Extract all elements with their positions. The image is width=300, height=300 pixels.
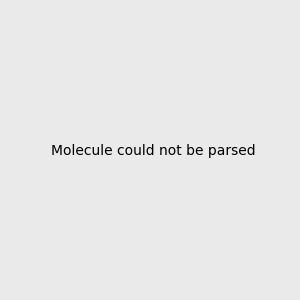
Text: Molecule could not be parsed: Molecule could not be parsed — [51, 145, 256, 158]
